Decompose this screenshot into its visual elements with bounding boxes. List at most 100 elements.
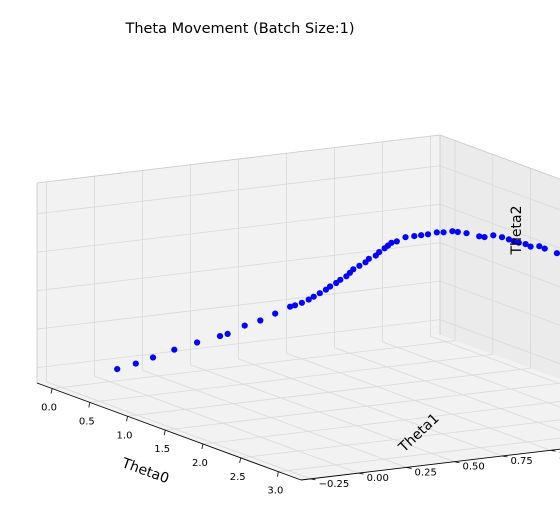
grid-y-floor	[142, 370, 407, 468]
data-point	[522, 241, 529, 248]
x-tick-label: 0.5	[79, 416, 95, 427]
data-point	[376, 249, 383, 256]
x-tick-mark	[201, 443, 204, 450]
x-tick-mark	[239, 457, 242, 463]
data-point	[114, 366, 121, 373]
x-tick-label: 2.0	[192, 458, 208, 469]
data-point	[553, 250, 560, 257]
data-point	[515, 239, 522, 246]
grid-z-left	[36, 242, 441, 292]
data-point	[536, 243, 543, 250]
data-point	[149, 354, 157, 361]
data-point	[327, 283, 334, 290]
x-tick-mark	[50, 388, 53, 394]
y-tick-label: 0.25	[415, 467, 437, 478]
x-tick-label: 1.5	[154, 444, 170, 455]
floor-pane	[37, 335, 560, 480]
grid-z-left	[36, 203, 441, 253]
grid-z-back	[439, 203, 560, 249]
y-tick-label: −0.25	[319, 479, 350, 490]
chart-title: Theta Movement (Batch Size:1)	[124, 21, 354, 37]
grid-y-floor	[94, 375, 359, 474]
grid-y-floor	[238, 358, 503, 457]
data-point	[305, 296, 312, 303]
data-point	[440, 229, 447, 236]
y-tick-label: 0.00	[367, 473, 389, 484]
data-points	[114, 228, 560, 373]
data-point	[171, 346, 178, 353]
grid-y-floor	[190, 364, 455, 463]
data-point	[132, 360, 139, 367]
axes-ticks: 0.0 0.5 1.0 1.5 2.0 2.5 3.0 −0.25 0.00 0.25 0.50 0.…	[41, 388, 560, 497]
data-point	[490, 232, 497, 239]
data-point	[527, 243, 534, 250]
grid-z-back	[439, 280, 560, 326]
data-point	[393, 238, 400, 245]
x-tick-label: 3.0	[267, 486, 283, 497]
y-tick-label: 0.50	[463, 462, 485, 473]
grid-z-left	[36, 165, 441, 215]
axes-panes	[37, 135, 560, 480]
data-point	[194, 339, 201, 346]
data-point	[411, 233, 418, 240]
data-point	[498, 234, 506, 241]
data-point	[346, 269, 353, 276]
back-pane	[440, 135, 560, 380]
data-point	[365, 255, 372, 262]
axes-lines	[36, 134, 560, 481]
y-tick-mark	[358, 472, 364, 475]
z-axis-label: Theta2	[509, 205, 525, 255]
grid-y-floor	[46, 381, 311, 480]
x-tick-label: 0.0	[41, 403, 57, 414]
data-point	[418, 232, 425, 239]
data-point	[463, 230, 470, 237]
data-point	[541, 245, 548, 252]
y-tick-mark	[502, 455, 508, 458]
x-axis-label: Theta0	[119, 455, 171, 487]
grid-z-back	[439, 242, 560, 288]
data-point	[216, 333, 224, 340]
axes-gridlines	[36, 136, 560, 480]
pane-edge	[36, 134, 441, 184]
data-point	[481, 234, 488, 241]
data-point	[356, 262, 363, 269]
data-point	[505, 236, 512, 243]
data-point	[257, 317, 264, 324]
data-point	[454, 228, 461, 236]
data-point	[433, 229, 440, 236]
y-tick-label: 1.00	[558, 450, 560, 461]
y-tick-mark	[406, 467, 412, 469]
x-tick-label: 2.5	[230, 472, 246, 483]
grid-z-back	[439, 165, 560, 211]
data-point	[287, 303, 294, 310]
grid-y-floor	[286, 352, 551, 451]
grid-y-floor	[430, 335, 560, 385]
x-tick-mark	[88, 402, 91, 408]
x-tick-label: 1.0	[117, 430, 133, 441]
data-point	[316, 290, 323, 297]
data-point	[298, 299, 305, 306]
y-tick-label: 0.75	[511, 456, 533, 467]
grid-z-left	[36, 319, 441, 369]
grid-z-left	[36, 280, 441, 330]
data-point	[402, 234, 409, 241]
grid-y-floor	[334, 347, 560, 431]
data-point	[272, 310, 279, 317]
y-tick-mark	[310, 478, 316, 481]
data-point	[476, 233, 483, 240]
x-tick-mark	[163, 430, 166, 436]
data-point	[449, 228, 456, 235]
data-point	[322, 286, 329, 293]
data-point	[424, 231, 432, 238]
data-point	[310, 293, 317, 300]
data-point	[510, 238, 517, 245]
data-point	[291, 302, 299, 309]
data-point	[241, 322, 248, 329]
x-tick-mark	[276, 471, 279, 477]
grid-z-back	[439, 319, 560, 365]
pane-edge	[439, 134, 560, 180]
grid-y-floor	[382, 341, 560, 408]
y-tick-mark	[454, 461, 460, 464]
data-point	[384, 242, 392, 249]
